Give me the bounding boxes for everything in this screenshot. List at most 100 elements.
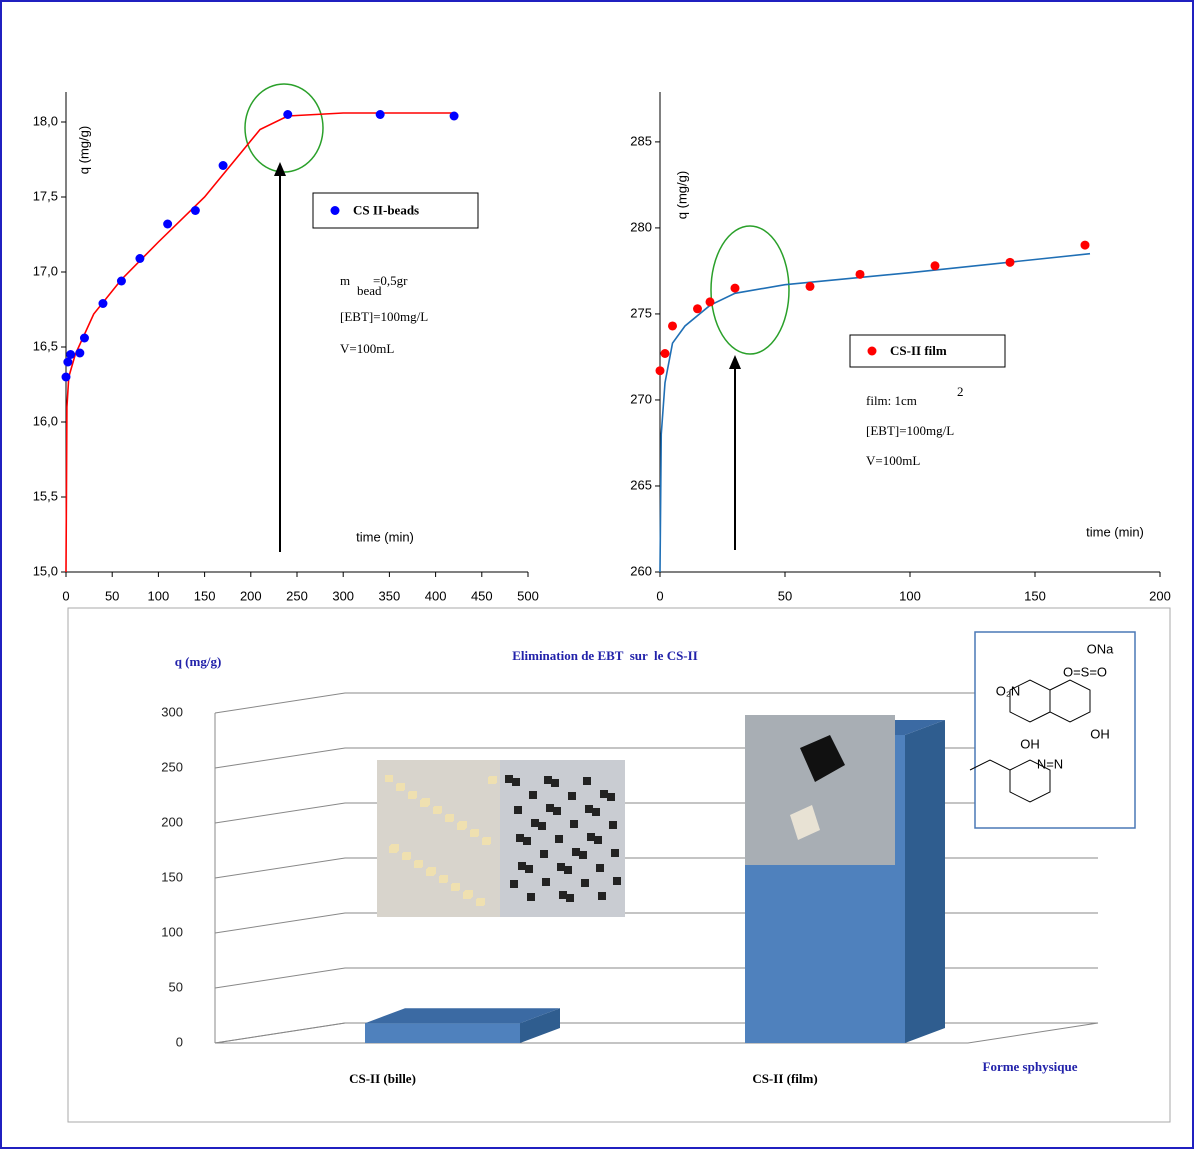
x-tick-label: 300 <box>332 588 354 603</box>
x-axis-label: time (min) <box>356 529 414 544</box>
legend-label: CS-II film <box>890 343 947 358</box>
bead-dark <box>525 865 533 873</box>
y-tick-label: 50 <box>169 979 183 994</box>
structure-label: OH <box>1020 736 1040 751</box>
point <box>660 349 670 359</box>
annotation: V=100mL <box>340 341 394 356</box>
bead-dark <box>568 792 576 800</box>
point <box>930 261 940 271</box>
legend-label: CS II-beads <box>353 202 419 217</box>
y-tick-label: 100 <box>161 924 183 939</box>
bead <box>414 861 422 868</box>
film-clear <box>790 805 820 840</box>
annotation: m <box>340 273 350 288</box>
bead-dark <box>553 807 561 815</box>
y-tick-label: 150 <box>161 869 183 884</box>
x-tick-label: 50 <box>778 588 792 603</box>
y-axis-label: q (mg/g) <box>674 171 689 219</box>
y-tick-label: 0 <box>176 1034 183 1049</box>
bead-dark <box>555 835 563 843</box>
point <box>283 110 293 119</box>
bead <box>426 869 434 876</box>
bead-dark <box>557 863 565 871</box>
bead <box>482 838 490 845</box>
bead <box>396 784 404 791</box>
bead-dark <box>551 779 559 787</box>
photo-film <box>745 715 895 865</box>
bead-dark <box>598 892 606 900</box>
point <box>1005 257 1015 267</box>
y-tick-label: 15,0 <box>33 563 58 578</box>
bead-dark <box>523 837 531 845</box>
bead-dark <box>609 821 617 829</box>
x-axis-label: time (min) <box>1086 524 1144 539</box>
bead-dark <box>559 891 567 899</box>
bead-dark <box>564 866 572 874</box>
chart-title: Elimination de EBT sur le CS-II <box>512 648 698 663</box>
y-tick-label: 280 <box>630 219 652 234</box>
bead <box>420 800 428 807</box>
bead <box>408 792 416 799</box>
fit-line <box>65 112 455 573</box>
bar <box>365 1023 520 1043</box>
legend-marker <box>867 346 877 356</box>
bead <box>470 830 478 837</box>
annotation: film: 1cm <box>866 393 917 408</box>
y-tick-label: 260 <box>630 563 652 578</box>
bead <box>463 892 471 899</box>
bead-dark <box>542 878 550 886</box>
point <box>449 111 459 121</box>
x-axis-label: Forme sphysique <box>983 1059 1078 1074</box>
bead-dark <box>587 833 595 841</box>
bead-dark <box>505 775 513 783</box>
point <box>190 206 200 215</box>
bead-dark <box>600 790 608 798</box>
x-tick-label: 50 <box>105 588 119 603</box>
point <box>805 281 815 291</box>
bead-dark <box>585 805 593 813</box>
bead-dark <box>544 776 552 784</box>
bead-dark <box>538 822 546 830</box>
point <box>855 269 865 279</box>
bead-dark <box>611 849 619 857</box>
arrow-head <box>729 355 741 369</box>
bead-dark <box>592 808 600 816</box>
bead-dark <box>607 793 615 801</box>
y-tick-label: 265 <box>630 477 652 492</box>
point <box>75 348 85 358</box>
x-tick-label: 150 <box>1024 588 1046 603</box>
annotation: V=100mL <box>866 453 920 468</box>
point <box>375 110 385 119</box>
point <box>668 321 677 331</box>
structure-label: ONa <box>1087 641 1115 656</box>
highlight <box>244 83 324 173</box>
bead-dark <box>518 862 526 870</box>
point <box>705 297 715 307</box>
bead-dark <box>583 777 591 785</box>
point <box>66 350 76 359</box>
arrow-head <box>274 162 286 176</box>
bead <box>439 876 447 883</box>
y-tick-label: 16,0 <box>33 413 58 428</box>
legend-box <box>312 192 479 229</box>
bead-dark <box>516 834 524 842</box>
point <box>135 254 145 263</box>
annotation: =0,5gr <box>373 273 408 288</box>
y-tick-label: 250 <box>161 759 183 774</box>
point <box>98 299 108 308</box>
grid-line <box>214 692 1098 714</box>
point <box>1080 240 1090 250</box>
annotation: bead <box>357 283 382 298</box>
x-tick-label: 450 <box>471 588 493 603</box>
annotation: [EBT]=100mg/L <box>866 423 954 438</box>
y-tick-label: 200 <box>161 814 183 829</box>
x-tick-label: 250 <box>286 588 308 603</box>
fit-line <box>659 252 1091 573</box>
bead-dark <box>527 893 535 901</box>
structure-label: OH <box>1090 726 1110 741</box>
bead <box>445 815 453 822</box>
bead <box>451 884 459 891</box>
point <box>63 357 73 367</box>
